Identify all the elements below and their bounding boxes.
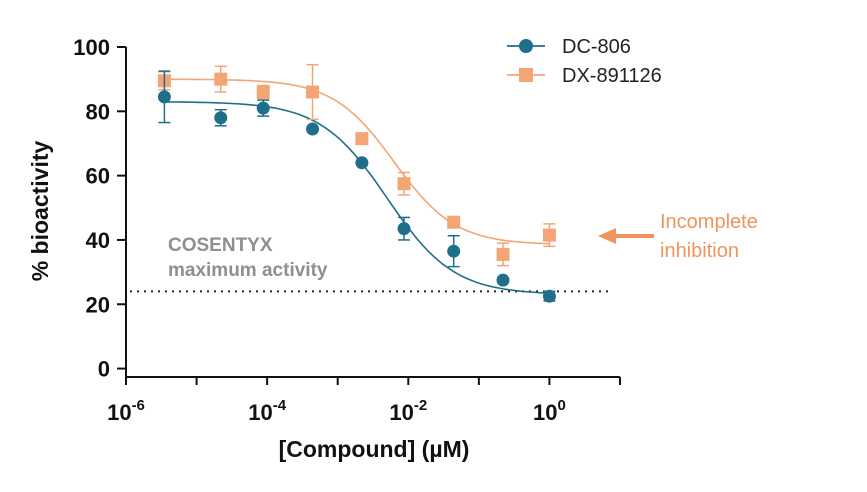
data-point-dc-806 (542, 289, 556, 303)
fit-curves (164, 78, 550, 294)
legend-label: DC-806 (562, 36, 631, 58)
arrow-left-icon (598, 228, 616, 244)
data-point-dx-891126 (355, 132, 369, 146)
fit-curve-0 (164, 101, 550, 294)
y-tick-label: 40 (86, 228, 110, 253)
incomplete-inhibition-annotation: Incomplete inhibition (598, 211, 758, 262)
y-tick-label: 20 (86, 292, 110, 317)
x-tick-label: 10-2 (389, 397, 427, 425)
data-point-dc-806 (214, 111, 228, 125)
annotation-line-1: Incomplete (660, 211, 758, 233)
legend-marker-square (519, 68, 533, 82)
x-axis-ticks: 10-6 10-4 10-2 100 (107, 377, 621, 425)
legend-label: DX-891126 (562, 65, 662, 87)
data-point-dx-891126 (496, 247, 510, 261)
legend: DC-806 DX-891126 (507, 36, 662, 87)
data-point-dc-806 (306, 122, 320, 136)
x-axis-title: [Compound] (µM) (279, 436, 470, 462)
y-tick-label: 0 (98, 357, 110, 382)
data-point-dx-891126 (256, 85, 270, 99)
maximum-activity-label: maximum activity (168, 260, 328, 281)
x-tick-label: 10-4 (248, 397, 286, 425)
y-tick-label: 100 (73, 35, 110, 60)
data-point-dx-891126 (214, 72, 228, 86)
data-point-dx-891126 (447, 215, 461, 229)
data-point-dc-806 (355, 156, 369, 170)
reference-line-group: COSENTYX maximum activity (130, 235, 612, 293)
y-tick-label: 80 (86, 99, 110, 124)
data-point-dx-891126 (542, 228, 556, 242)
data-point-dc-806 (157, 90, 171, 104)
data-point-dx-891126 (397, 177, 411, 191)
data-point-dx-891126 (306, 85, 320, 99)
data-point-dc-806 (256, 101, 270, 115)
data-points (157, 63, 556, 303)
data-point-dc-806 (496, 273, 510, 287)
cosentyx-label: COSENTYX (168, 235, 273, 256)
annotation-line-2: inhibition (660, 240, 739, 262)
y-axis-title: % bioactivity (27, 141, 53, 282)
data-point-dc-806 (397, 222, 411, 236)
x-tick-label: 10-6 (107, 397, 145, 425)
y-axis-ticks: 0 20 40 60 80 100 (73, 35, 126, 382)
legend-marker-circle (519, 39, 533, 53)
fit-curve-1 (164, 78, 550, 245)
y-tick-label: 60 (86, 164, 110, 189)
x-tick-label: 100 (533, 397, 566, 425)
data-point-dc-806 (447, 244, 461, 258)
